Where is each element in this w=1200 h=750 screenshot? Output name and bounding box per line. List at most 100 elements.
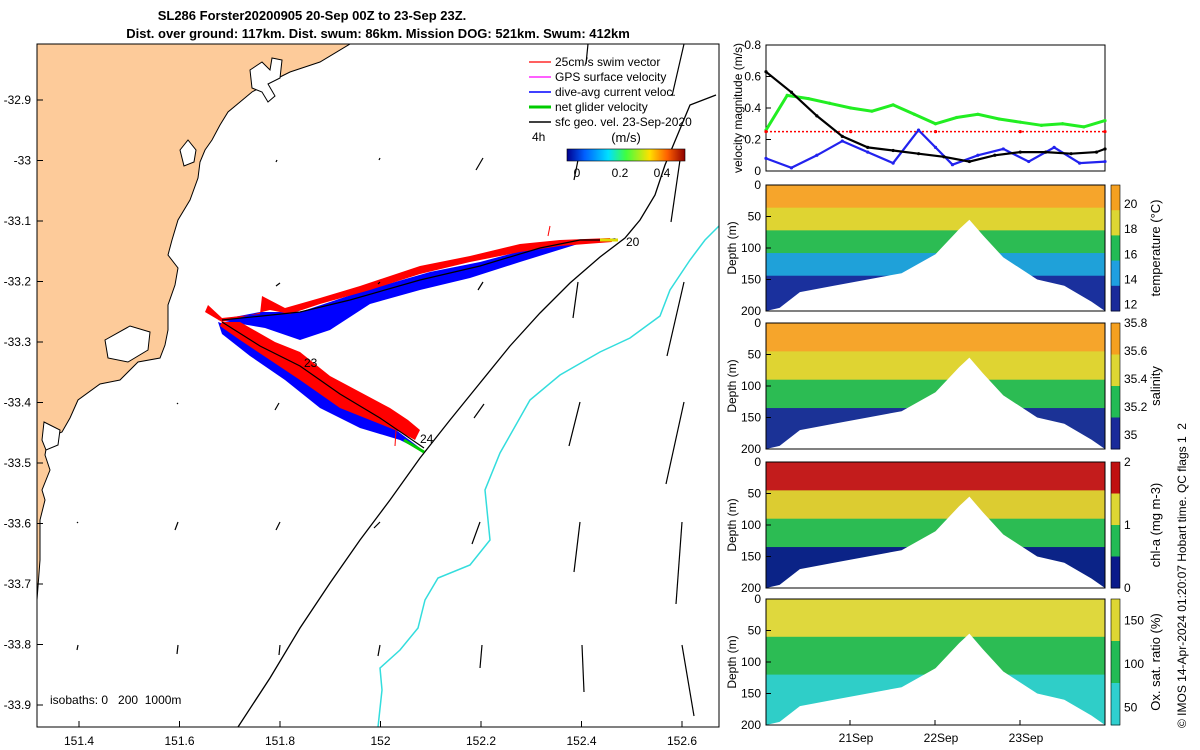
sfc-arrow: [573, 159, 579, 181]
sfc-arrow: [275, 521, 281, 531]
colorbar-tick-label: 35.4: [1124, 372, 1148, 386]
time-step-label: 4h: [532, 130, 545, 144]
section-colorbar: 0 1 2: [1110, 455, 1131, 595]
velocity-y-tick-label: 0: [754, 164, 761, 178]
colorbar-tick-label: 35.2: [1124, 400, 1148, 414]
time-tick-label: 21Sep: [839, 731, 874, 745]
track-green-end: [403, 438, 425, 454]
colorbar-label: temperature (°C): [1148, 200, 1163, 297]
velocity-point: [1061, 122, 1065, 126]
colorbar-tick-label: 1: [1124, 518, 1131, 532]
map-y-tick-label: -33.4: [4, 396, 32, 410]
colorbar-label: Ox. sat. ratio (%): [1148, 613, 1163, 711]
colorbar-label: salinity: [1148, 366, 1163, 406]
section-y-tick-label: 150: [741, 273, 761, 287]
sfc-arrow: [477, 281, 484, 291]
sfc-arrow: [176, 644, 179, 655]
isobath-200m: [237, 94, 717, 727]
section-y-tick-label: 100: [741, 379, 761, 393]
colorbar-segment: [1111, 525, 1120, 557]
speed-colorbar-unit: (m/s): [611, 130, 641, 145]
colorbar-tick-label: 14: [1124, 273, 1138, 287]
section-y-tick-label: 200: [741, 304, 761, 318]
colorbar-tick-label: 35.8: [1124, 316, 1148, 330]
velocity-y-tick-label: 0.2: [744, 133, 761, 147]
sfc-arrow: [585, 44, 589, 65]
section-y-tick-label: 100: [741, 241, 761, 255]
sfc-arrow: [568, 401, 581, 447]
section-bottom-mask: [766, 357, 1105, 449]
colorbar-segment: [1111, 462, 1120, 494]
section-ylabel: Depth (m): [725, 359, 739, 412]
colorbar-frame: [1110, 461, 1121, 589]
velocity-point: [840, 134, 844, 138]
sfc-arrow: [275, 282, 281, 287]
velocity-point: [827, 101, 832, 105]
velocity-point: [1069, 152, 1073, 156]
colorbar-tick-label: 16: [1124, 247, 1138, 261]
velocity-y-tick-label: 0.6: [744, 70, 761, 84]
velocity-point: [993, 153, 997, 157]
colorbar-segment: [1111, 260, 1120, 287]
sfc-arrow: [671, 44, 685, 97]
map-x-tick-label: 152.2: [466, 734, 496, 748]
sfc-arrow: [278, 644, 281, 656]
map-x-tick-label: 152.4: [566, 734, 596, 748]
velocity-point: [789, 90, 794, 94]
isobath-1000m: [377, 225, 719, 727]
colorbar-tick-label: 150: [1124, 614, 1144, 628]
velocity-point: [815, 114, 819, 118]
isobaths-note: isobaths: 0 200 1000m: [50, 693, 181, 707]
velocity-point: [1018, 150, 1022, 154]
swim-arrow-1: [547, 225, 551, 237]
section-y-tick-label: 100: [741, 655, 761, 669]
velocity-point: [806, 96, 810, 101]
section-y-tick-label: 200: [741, 581, 761, 595]
sfc-arrow: [174, 521, 179, 531]
section-bottom-mask: [766, 219, 1105, 311]
sfc-arrow: [572, 281, 579, 319]
track-current-north: [218, 238, 618, 340]
map-x-tick-label: 152.6: [667, 734, 697, 748]
sfc-arrow: [176, 402, 179, 405]
map-y-tick-label: -33.2: [4, 275, 32, 289]
velocity-point: [1018, 120, 1022, 124]
sfc-arrow: [581, 644, 585, 693]
velocity-point: [866, 150, 870, 154]
sfc-arrow: [479, 644, 483, 669]
colorbar-tick-label: 35: [1124, 428, 1138, 442]
colorbar-segment: [1111, 210, 1120, 236]
sfc-arrow: [377, 644, 381, 657]
section-y-tick-label: 50: [748, 624, 762, 638]
sfc-arrow: [473, 403, 485, 419]
velocity-point: [764, 156, 768, 160]
sfc-arrow: [378, 157, 381, 161]
velocity-point: [1077, 161, 1082, 165]
velocity-point: [942, 155, 946, 159]
map-y-tick-label: -33.7: [4, 577, 32, 591]
legend-label-net: net glider velocity: [555, 100, 648, 114]
sfc-arrow: [681, 644, 695, 717]
colorbar-segment: [1111, 185, 1120, 211]
velocity-point: [976, 153, 980, 157]
lake-north: [249, 57, 283, 103]
velocity-point: [764, 70, 768, 74]
map-x-tick-label: 151.6: [164, 734, 194, 748]
section-ylabel: Depth (m): [725, 498, 739, 551]
section-y-tick-label: 50: [748, 348, 762, 362]
colorbar-segment: [1111, 599, 1120, 642]
depth-section-temperature: 0 50 100 150 200 Depth (m) 12 14 16 18 20 temperatu…: [725, 178, 1163, 318]
sfc-arrow: [373, 521, 381, 529]
velocity-ylabel: velocity magnitude (m/s): [731, 43, 745, 173]
lake-small: [179, 139, 197, 167]
footer-credit: © IMOS 14-Apr-2024 01:20:07 Hobart time.…: [1175, 423, 1189, 728]
map-y-tick-label: -33.9: [4, 698, 32, 712]
colorbar-frame: [1110, 184, 1121, 312]
velocity-point: [891, 148, 895, 153]
map-y-tick-label: -33.8: [4, 638, 32, 652]
time-tick-label: 23Sep: [1009, 731, 1044, 745]
velocity-point: [785, 93, 789, 97]
velocity-point: [870, 109, 874, 113]
